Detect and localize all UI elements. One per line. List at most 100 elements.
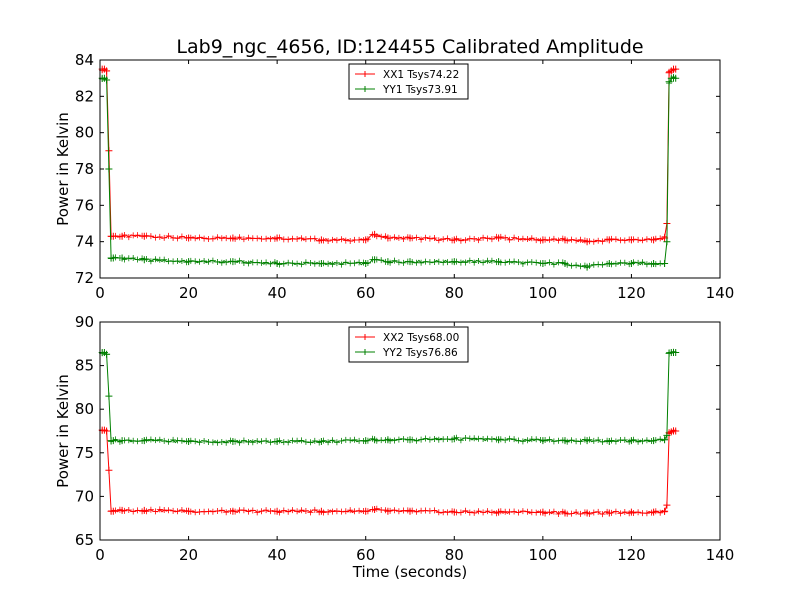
data-point	[185, 234, 193, 242]
x-tick-label: 80	[445, 546, 464, 564]
data-point	[317, 260, 325, 267]
data-point	[561, 509, 569, 517]
data-point	[371, 256, 379, 264]
data-point	[140, 506, 148, 514]
data-point	[362, 507, 370, 515]
data-point	[583, 238, 591, 246]
data-point	[539, 508, 547, 516]
data-point	[362, 236, 370, 244]
legend-label: YY1 Tsys73.91	[382, 84, 458, 96]
data-point	[627, 437, 635, 445]
data-point	[650, 260, 658, 267]
data-point	[103, 67, 111, 75]
y-axis-label: Power in Kelvin	[54, 112, 72, 226]
x-tick-label: 0	[95, 546, 105, 564]
x-tick-label: 140	[706, 284, 735, 302]
data-point	[605, 260, 613, 267]
x-tick-label: 20	[179, 546, 198, 564]
legend-label: YY2 Tsys76.86	[382, 347, 458, 359]
y-tick-label: 75	[75, 444, 94, 462]
data-point	[103, 427, 111, 435]
data-point	[672, 65, 680, 73]
legend-marker	[362, 349, 368, 355]
data-point	[561, 260, 569, 267]
data-point	[185, 438, 193, 445]
data-point	[362, 437, 370, 445]
data-point	[118, 506, 126, 514]
data-point	[495, 508, 503, 516]
data-point	[406, 507, 414, 515]
data-point	[229, 507, 237, 515]
data-point	[627, 508, 635, 516]
y-axis-label: Power in Kelvin	[54, 374, 72, 488]
y-tick-label: 70	[75, 487, 94, 505]
chart-title: Lab9_ngc_4656, ID:124455 Calibrated Ampl…	[176, 36, 643, 58]
data-point	[109, 507, 117, 515]
data-point	[605, 236, 613, 244]
data-point	[495, 258, 503, 266]
data-point	[118, 437, 126, 445]
data-point	[384, 258, 392, 266]
data-point	[273, 260, 281, 267]
x-tick-label: 80	[445, 284, 464, 302]
data-point	[583, 437, 591, 445]
series-2	[98, 73, 680, 271]
series-line	[101, 351, 676, 444]
data-point	[140, 437, 148, 445]
data-point	[185, 507, 193, 515]
data-point	[273, 507, 281, 515]
data-point	[140, 232, 148, 240]
series-1	[98, 65, 680, 246]
data-point	[384, 436, 392, 444]
y-tick-label: 82	[75, 87, 94, 105]
series-markers	[99, 348, 677, 446]
y-tick-label: 85	[75, 357, 94, 375]
data-point	[650, 437, 658, 445]
x-tick-label: 140	[706, 546, 735, 564]
data-point	[450, 508, 458, 516]
top-panel: 0 20 40 60 80 100 120 140 72 74 76 78 80 82 84 Power in…	[54, 51, 734, 302]
data-point	[109, 437, 117, 445]
data-point	[450, 236, 458, 244]
data-point	[561, 236, 569, 244]
data-point	[672, 74, 680, 82]
y-tick-label: 84	[75, 51, 94, 69]
data-point	[371, 230, 379, 238]
data-point	[229, 258, 237, 266]
data-point	[495, 436, 503, 444]
data-point	[406, 234, 414, 242]
data-point	[672, 427, 680, 435]
data-point	[118, 254, 126, 262]
x-axis-label: Time (seconds)	[352, 563, 468, 581]
y-tick-label: 74	[75, 233, 94, 251]
data-point	[605, 509, 613, 517]
data-point	[273, 438, 281, 445]
data-point	[661, 260, 669, 267]
data-point	[539, 437, 547, 445]
data-point	[317, 507, 325, 515]
data-point	[103, 76, 111, 84]
data-point	[627, 236, 635, 244]
legend-marker	[362, 334, 368, 340]
legend-label: XX2 Tsys68.00	[383, 332, 459, 344]
axes-frame	[99, 321, 721, 541]
x-tick-label: 100	[529, 284, 558, 302]
x-tick-label: 40	[268, 284, 287, 302]
data-point	[650, 508, 658, 516]
data-point	[140, 256, 148, 264]
legend-label: XX1 Tsys74.22	[383, 69, 459, 81]
data-point	[105, 392, 113, 400]
data-point	[362, 260, 370, 267]
data-point	[450, 258, 458, 266]
data-point	[663, 238, 671, 246]
legend-box	[348, 326, 469, 363]
data-point	[665, 78, 673, 86]
data-point	[229, 234, 237, 242]
data-point	[229, 438, 237, 445]
data-point	[663, 431, 671, 439]
data-point	[539, 236, 547, 244]
series-2	[98, 348, 680, 446]
legend: XX1 Tsys74.22 YY1 Tsys73.91	[348, 63, 469, 100]
legend-marker	[362, 71, 368, 77]
data-point	[661, 507, 669, 515]
